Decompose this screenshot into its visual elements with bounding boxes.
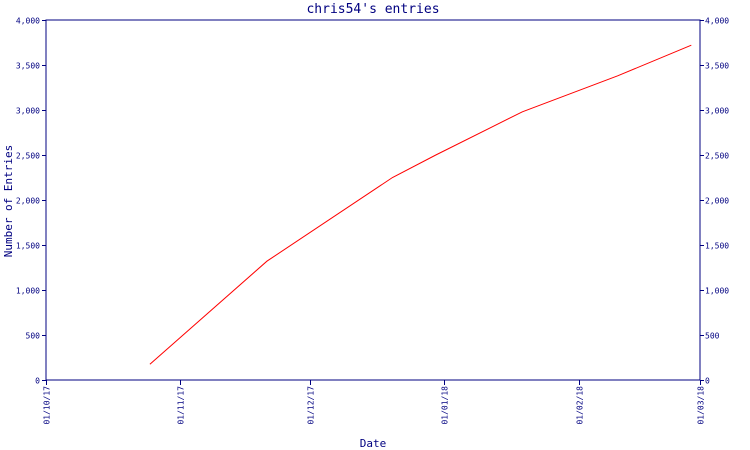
x-tick-label: 01/01/18 xyxy=(441,386,450,425)
y-tick-label-left: 3,000 xyxy=(16,107,40,116)
y-tick-label-left: 2,000 xyxy=(16,197,40,206)
y-tick-label-right: 500 xyxy=(705,332,720,341)
y-axis-ticks: 0 0 500 500 1,000 1,000 1,500 1,500 2,000 2,000 2,… xyxy=(16,17,729,386)
y-tick-label-left: 2,500 xyxy=(16,152,40,161)
x-tick-label: 01/02/18 xyxy=(576,386,585,425)
y-tick-label-left: 1,000 xyxy=(16,287,40,296)
y-tick-label-right: 0 xyxy=(705,377,710,386)
y-tick-label-left: 3,500 xyxy=(16,62,40,71)
y-tick-label-right: 1,000 xyxy=(705,287,729,296)
y-tick-label-left: 4,000 xyxy=(16,17,40,26)
x-axis-ticks: 01/10/17 01/11/17 01/12/17 01/01/18 01/02/18… xyxy=(43,380,706,425)
y-tick-label-right: 4,000 xyxy=(705,17,729,26)
y-tick-label-right: 3,000 xyxy=(705,107,729,116)
y-tick-label-left: 1,500 xyxy=(16,242,40,251)
x-tick-label: 01/10/17 xyxy=(43,386,52,425)
x-tick-label: 01/03/18 xyxy=(697,386,706,425)
series-layer xyxy=(149,44,692,365)
series-line xyxy=(149,44,692,365)
plot-frame xyxy=(45,19,701,381)
chart-title: chris54's entries xyxy=(306,2,439,17)
x-axis-label: Date xyxy=(360,437,387,450)
y-tick-label-left: 500 xyxy=(26,332,41,341)
y-tick-label-right: 2,500 xyxy=(705,152,729,161)
y-tick-label-left: 0 xyxy=(35,377,40,386)
y-tick-label-right: 2,000 xyxy=(705,197,729,206)
y-axis-label: Number of Entries xyxy=(2,145,15,258)
plot-border xyxy=(45,19,701,381)
y-tick-label-right: 1,500 xyxy=(705,242,729,251)
y-tick-label-right: 3,500 xyxy=(705,62,729,71)
x-tick-label: 01/11/17 xyxy=(177,386,186,425)
x-tick-label: 01/12/17 xyxy=(307,386,316,425)
